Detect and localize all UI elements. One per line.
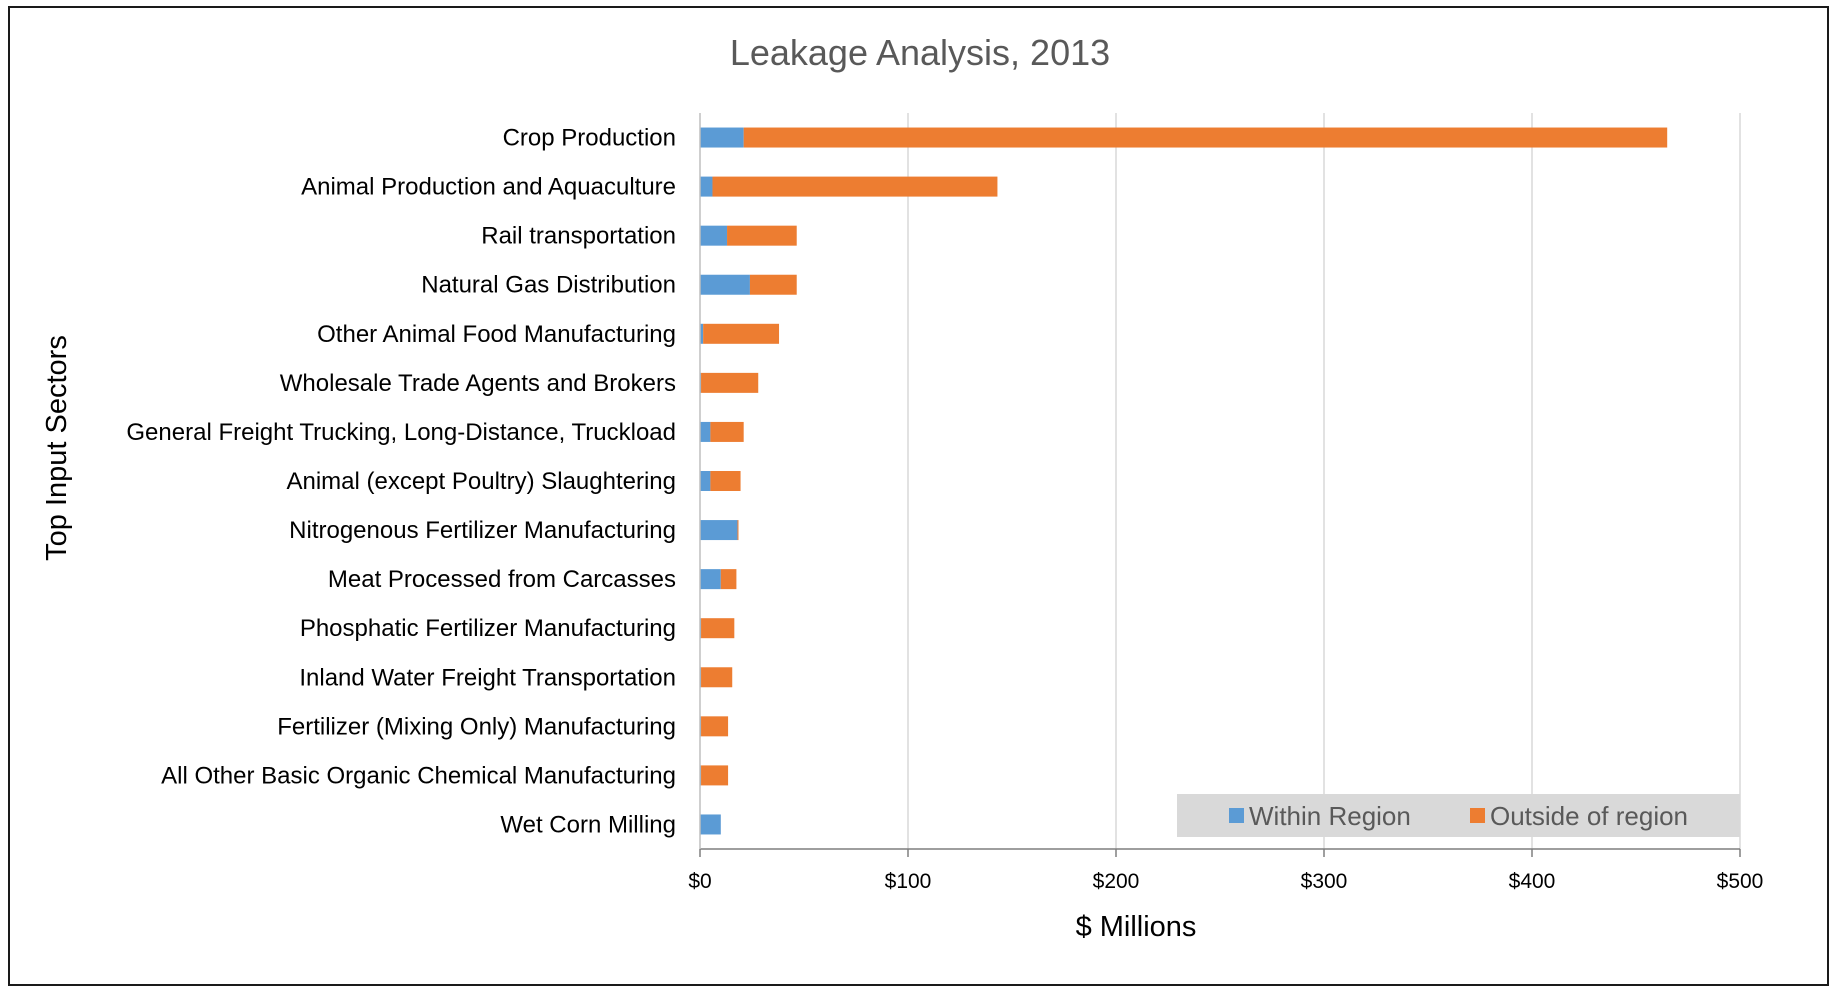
category-label-0: Crop Production [503, 125, 676, 152]
bar-within-4 [700, 323, 704, 344]
bar-within-2 [700, 225, 728, 246]
category-label-14: Wet Corn Milling [500, 811, 676, 838]
category-label-10: Phosphatic Fertilizer Manufacturing [300, 615, 676, 642]
bar-outside-0 [743, 127, 1668, 148]
x-tick-label-0: $0 [688, 870, 711, 893]
bar-outside-12 [701, 716, 729, 737]
bar-outside-11 [701, 667, 733, 688]
legend-box [1177, 794, 1740, 837]
category-label-1: Animal Production and Aquaculture [301, 174, 676, 201]
category-labels: Crop Production Animal Production and Aqu… [126, 125, 676, 839]
category-label-12: Fertilizer (Mixing Only) Manufacturing [277, 713, 676, 740]
x-axis-title: $ Millions [1076, 911, 1197, 943]
bar-within-6 [700, 421, 711, 442]
bar-outside-10 [701, 618, 735, 639]
bar-outside-13 [701, 765, 729, 786]
legend-label-within: Within Region [1249, 801, 1411, 831]
category-label-4: Other Animal Food Manufacturing [317, 321, 676, 348]
x-tick-label-3: $300 [1301, 870, 1348, 893]
bar-outside-5 [701, 372, 759, 393]
legend-swatch-within [1229, 808, 1244, 823]
gridlines [907, 113, 1741, 849]
category-label-6: General Freight Trucking, Long-Distance,… [126, 419, 676, 446]
bar-within-8 [700, 520, 738, 541]
bar-outside-2 [727, 225, 797, 246]
category-label-11: Inland Water Freight Transportation [299, 664, 676, 691]
x-tick-label-1: $100 [885, 870, 932, 893]
category-label-8: Nitrogenous Fertilizer Manufacturing [289, 517, 676, 544]
bar-outside-7 [710, 471, 741, 491]
bar-outside-8 [737, 520, 739, 541]
category-label-3: Natural Gas Distribution [421, 272, 676, 299]
bars [700, 127, 1668, 835]
category-label-9: Meat Processed from Carcasses [328, 566, 676, 593]
category-label-7: Animal (except Poultry) Slaughtering [286, 468, 676, 495]
x-axis: $0 $100 $200 $300 $400 $500 [688, 113, 1763, 893]
bar-outside-1 [712, 176, 998, 197]
bar-outside-3 [749, 274, 797, 295]
chart-title: Leakage Analysis, 2013 [730, 32, 1110, 73]
category-label-13: All Other Basic Organic Chemical Manufac… [161, 762, 676, 789]
y-axis-title: Top Input Sectors [41, 335, 73, 561]
x-tick-label-5: $500 [1717, 870, 1764, 893]
x-tick-label-2: $200 [1093, 870, 1140, 893]
bar-outside-9 [720, 569, 737, 590]
legend: Within Region Outside of region [1177, 794, 1740, 837]
legend-label-outside: Outside of region [1490, 801, 1688, 831]
x-tick-label-4: $400 [1509, 870, 1556, 893]
bar-outside-6 [710, 421, 744, 442]
bar-within-0 [700, 127, 744, 148]
bar-within-3 [700, 274, 750, 295]
bar-within-14 [700, 814, 721, 835]
bar-within-7 [700, 471, 711, 491]
category-label-2: Rail transportation [481, 223, 676, 250]
category-label-5: Wholesale Trade Agents and Brokers [280, 370, 676, 397]
legend-swatch-outside [1470, 808, 1485, 823]
bar-within-1 [700, 176, 713, 197]
bar-outside-4 [703, 323, 780, 344]
bar-within-9 [700, 569, 721, 590]
